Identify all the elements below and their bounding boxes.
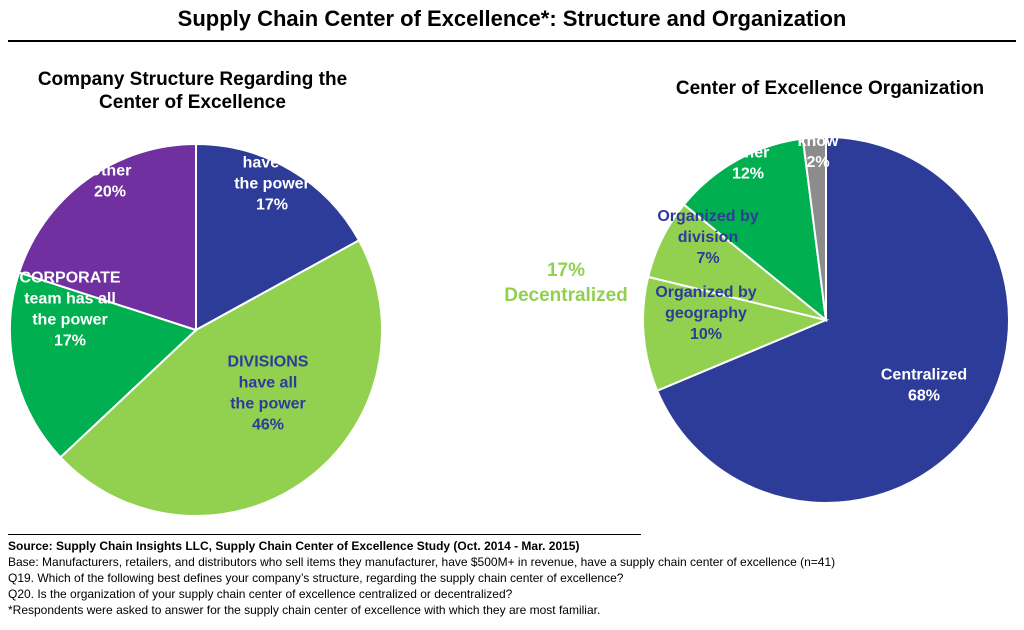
footer-q19: Q19. Which of the following best defines… [8, 571, 624, 585]
footer-divider [8, 534, 641, 535]
footer-notes: Source: Supply Chain Insights LLC, Suppl… [8, 538, 1013, 618]
footer-base: Base: Manufacturers, retailers, and dist… [8, 555, 836, 569]
right-chart-title: Center of Excellence Organization [675, 78, 985, 99]
decentralized-label: Decentralized [504, 285, 628, 306]
slice-label-don-t-know: Don't know 2% [798, 112, 839, 171]
footer-q20: Q20. Is the organization of your supply … [8, 587, 513, 601]
left-chart-title: Company Structure Regarding the Center o… [37, 69, 348, 113]
slice-label-regions-have-all-the-power: REGIONS have all the power 17% [234, 134, 310, 214]
pie-slice-other [682, 137, 828, 323]
page-title: Supply Chain Center of Excellence*: Stru… [177, 6, 847, 31]
decentralized-annotation: 17% Decentralized [495, 258, 637, 308]
pie-slice-organized-by-geography [642, 275, 830, 393]
pie-slice-corporate-team-has-all-the-power [9, 271, 198, 459]
title-divider [8, 40, 1016, 42]
decentralized-percent: 17% [546, 260, 586, 281]
slice-label-centralized: Centralized 68% [881, 367, 967, 405]
pie-slice-divisions-have-all-the-power [58, 239, 383, 517]
slice-label-other: Other 20% [89, 163, 132, 201]
pie-slice-regions-have-all-the-power [195, 142, 361, 332]
slice-label-organized-by-division: Organized by division 7% [657, 208, 758, 267]
slice-label-other: Other 12% [727, 145, 770, 183]
footer-source: Source: Supply Chain Insights LLC, Suppl… [8, 539, 580, 553]
pie-slice-centralized [655, 135, 1010, 504]
footer-note: *Respondents were asked to answer for th… [8, 603, 601, 617]
pie-slice-don-t-know [801, 135, 827, 321]
slice-label-corporate-team-has-all-the-power: CORPORATE team has all the power 17% [19, 270, 120, 350]
slice-label-divisions-have-all-the-power: DIVISIONS have all the power 46% [228, 354, 309, 434]
pie-slice-other [17, 142, 197, 332]
slice-label-organized-by-geography: Organized by geography 10% [655, 284, 756, 343]
